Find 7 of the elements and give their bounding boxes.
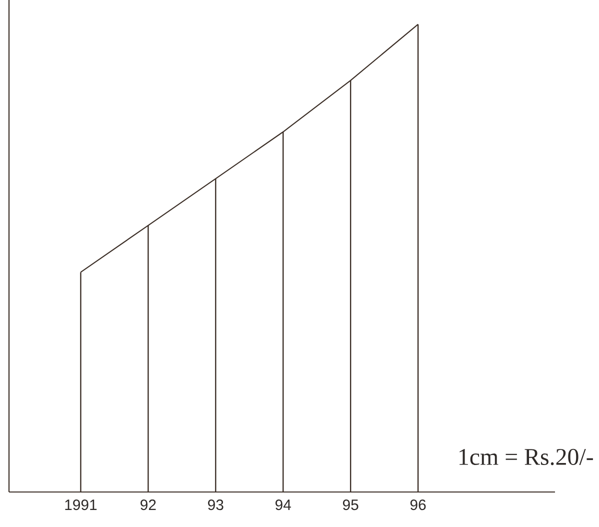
x-tick-label: 1991 [65,500,97,510]
x-tick-label: 92 [140,500,156,510]
x-tick-label: 95 [342,500,358,510]
x-tick-label: 93 [208,500,224,510]
x-tick-label: 96 [410,500,426,510]
text: 1cm = Rs.20/- [460,448,593,466]
x-tick-label: 94 [276,500,291,510]
